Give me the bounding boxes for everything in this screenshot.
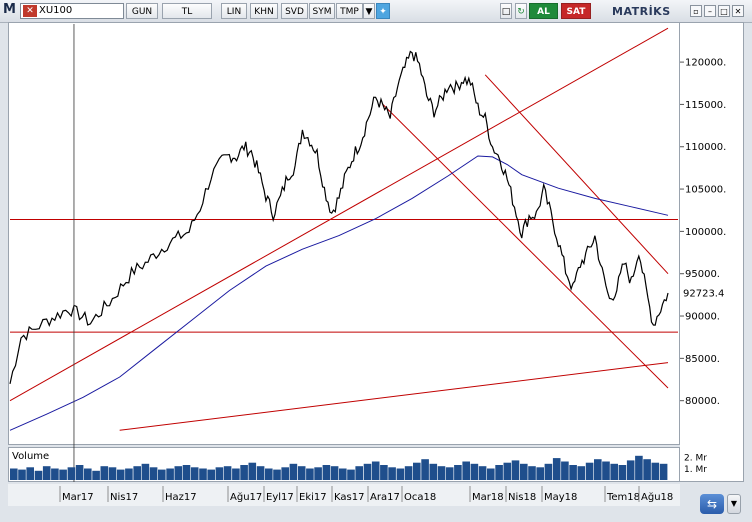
twitter-icon[interactable]: ✦ bbox=[376, 3, 390, 19]
brand-logo: MATRİKS bbox=[612, 5, 671, 18]
close-symbol-icon[interactable]: ✕ bbox=[23, 5, 37, 17]
date-axis bbox=[8, 484, 680, 506]
minimize-icon[interactable]: – bbox=[704, 5, 716, 17]
chart-toolbar: M ✕ XU100 GUN TL LIN KHN SVD SYM TMP ▼ ✦ … bbox=[0, 0, 752, 23]
sell-button[interactable]: SAT bbox=[561, 3, 591, 19]
symbol-value: XU100 bbox=[39, 5, 73, 16]
template-dropdown-icon[interactable]: ▼ bbox=[363, 3, 375, 19]
sell-label: SAT bbox=[566, 7, 586, 17]
currency-button[interactable]: TL bbox=[162, 3, 212, 19]
period-button[interactable]: GUN bbox=[126, 3, 158, 19]
close-icon[interactable]: ✕ bbox=[732, 5, 744, 17]
pin-icon[interactable]: ▫ bbox=[690, 5, 702, 17]
buy-button[interactable]: AL bbox=[529, 3, 558, 19]
template-button[interactable]: TMP bbox=[336, 3, 363, 19]
sym-button[interactable]: SYM bbox=[309, 3, 335, 19]
khn-button[interactable]: KHN bbox=[250, 3, 278, 19]
sync-icon[interactable]: ⇆ bbox=[700, 494, 724, 514]
volume-panel[interactable] bbox=[8, 447, 680, 482]
app-logo: M bbox=[3, 2, 16, 17]
window-icon[interactable]: □ bbox=[500, 3, 512, 19]
price-axis-panel bbox=[680, 22, 744, 482]
maximize-icon[interactable]: □ bbox=[718, 5, 730, 17]
buy-label: AL bbox=[537, 7, 550, 17]
symbol-input[interactable]: ✕ XU100 bbox=[20, 3, 124, 19]
price-chart-panel[interactable] bbox=[8, 22, 680, 445]
scale-button[interactable]: LIN bbox=[221, 3, 247, 19]
refresh-icon[interactable]: ↻ bbox=[515, 3, 527, 19]
settings-dropdown-icon[interactable]: ▼ bbox=[727, 494, 741, 514]
svd-button[interactable]: SVD bbox=[281, 3, 308, 19]
